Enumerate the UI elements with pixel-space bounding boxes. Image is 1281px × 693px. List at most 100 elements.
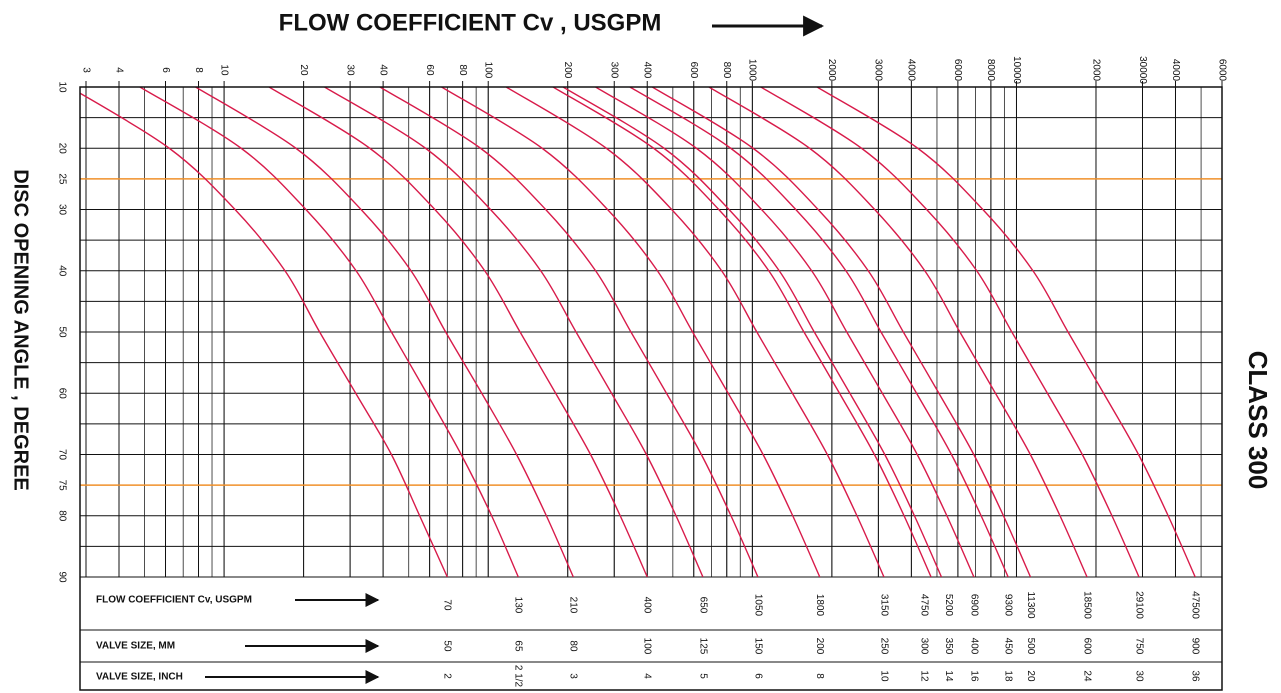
size-inch: 2 1/2 bbox=[513, 665, 524, 688]
cv-value: 70 bbox=[442, 599, 453, 611]
size-inch: 18 bbox=[1003, 670, 1014, 682]
size-inch: 2 bbox=[442, 673, 453, 679]
curve bbox=[505, 87, 885, 577]
frame bbox=[79, 86, 1223, 691]
x-tick-label: 2000 bbox=[1090, 59, 1101, 82]
x-tick-label: 2000 bbox=[826, 59, 837, 82]
y-tick-label: 70 bbox=[56, 449, 67, 461]
cv-value: 9300 bbox=[1003, 594, 1014, 617]
x-tick-label: 6000 bbox=[952, 59, 963, 82]
cv-value: 5200 bbox=[943, 594, 954, 617]
size-inch: 20 bbox=[1025, 670, 1036, 682]
x-tick-label: 30000 bbox=[1137, 56, 1148, 84]
size-mm: 125 bbox=[697, 638, 708, 655]
size-inch: 8 bbox=[814, 673, 825, 679]
x-tick-label: 6 bbox=[160, 67, 171, 73]
y-tick-label: 10 bbox=[56, 81, 67, 93]
y-tick-label: 60 bbox=[56, 388, 67, 400]
cv-value: 11300 bbox=[1025, 591, 1036, 619]
curve bbox=[629, 87, 1009, 577]
x-tick-label: 10000 bbox=[1011, 56, 1022, 84]
row-label: FLOW COEFFICIENT Cv, USGPM bbox=[96, 595, 252, 606]
size-inch: 10 bbox=[878, 670, 889, 682]
x-tick-label: 60 bbox=[424, 64, 435, 76]
x-tick-label: 8000 bbox=[985, 59, 996, 82]
size-mm: 250 bbox=[878, 638, 889, 655]
cv-value: 29100 bbox=[1133, 591, 1144, 619]
curve bbox=[816, 87, 1196, 577]
curve bbox=[324, 87, 704, 577]
x-tick-label: 6000 bbox=[1216, 59, 1227, 82]
curve bbox=[562, 87, 943, 577]
size-mm: 65 bbox=[513, 640, 524, 652]
labels: 3 4 6 8 10 20 30 40 60 80 100 200 300 400 600 800 1000 20… bbox=[56, 56, 1227, 687]
cv-value: 650 bbox=[697, 597, 708, 614]
y-tick-label: 75 bbox=[56, 480, 67, 492]
x-tick-label: 80 bbox=[457, 64, 468, 76]
size-mm: 150 bbox=[752, 638, 763, 655]
curve bbox=[595, 87, 975, 577]
curve bbox=[268, 87, 648, 577]
size-mm: 600 bbox=[1081, 638, 1092, 655]
x-tick-label: 8 bbox=[193, 67, 204, 73]
x-tick-label: 30 bbox=[344, 64, 355, 76]
curve bbox=[441, 87, 821, 577]
x-tick-label: 40 bbox=[377, 64, 388, 76]
x-tick-label: 4000 bbox=[906, 59, 917, 82]
size-mm: 200 bbox=[814, 638, 825, 655]
size-mm: 500 bbox=[1025, 638, 1036, 655]
curve bbox=[552, 87, 932, 577]
curve bbox=[651, 87, 1032, 577]
cv-value: 18500 bbox=[1081, 591, 1092, 619]
curve bbox=[139, 87, 519, 577]
curve bbox=[708, 87, 1088, 577]
size-mm: 750 bbox=[1133, 638, 1144, 655]
cv-value: 1800 bbox=[814, 594, 825, 617]
row-label: VALVE SIZE, INCH bbox=[96, 672, 183, 683]
cv-value: 3150 bbox=[878, 594, 889, 617]
row-label: VALVE SIZE, MM bbox=[96, 641, 175, 652]
cv-value: 6900 bbox=[968, 594, 979, 617]
cv-value: 4750 bbox=[918, 594, 929, 617]
cv-value: 1050 bbox=[752, 594, 763, 617]
y-tick-label: 80 bbox=[56, 510, 67, 522]
x-tick-label: 200 bbox=[562, 62, 573, 79]
cv-value: 400 bbox=[642, 597, 653, 614]
x-tick-label: 10 bbox=[218, 64, 229, 76]
size-mm: 450 bbox=[1003, 638, 1014, 655]
x-tick-label: 1000 bbox=[747, 59, 758, 82]
size-inch: 30 bbox=[1133, 670, 1144, 682]
curves bbox=[80, 87, 1196, 577]
size-mm: 80 bbox=[568, 640, 579, 652]
size-inch: 24 bbox=[1081, 670, 1092, 682]
cv-value: 210 bbox=[568, 597, 579, 614]
y-tick-label: 30 bbox=[56, 204, 67, 216]
side-label: CLASS 300 bbox=[1243, 351, 1273, 490]
size-mm: 350 bbox=[943, 638, 954, 655]
x-tick-label: 800 bbox=[721, 62, 732, 79]
size-inch: 12 bbox=[918, 670, 929, 682]
size-mm: 400 bbox=[968, 638, 979, 655]
y-tick-label: 90 bbox=[56, 571, 67, 583]
x-tick-label: 3 bbox=[80, 67, 91, 73]
size-inch: 5 bbox=[697, 673, 708, 679]
x-tick-label: 300 bbox=[609, 62, 620, 79]
x-tick-label: 100 bbox=[483, 62, 494, 79]
size-mm: 50 bbox=[442, 640, 453, 652]
size-inch: 16 bbox=[968, 670, 979, 682]
y-tick-label: 50 bbox=[56, 326, 67, 338]
size-inch: 3 bbox=[568, 673, 579, 679]
y-tick-label: 40 bbox=[56, 265, 67, 277]
x-tick-label: 20 bbox=[298, 64, 309, 76]
size-inch: 6 bbox=[752, 673, 763, 679]
y-axis-title: DISC OPENING ANGLE , DEGREE bbox=[10, 169, 32, 491]
y-tick-label: 20 bbox=[56, 143, 67, 155]
size-inch: 4 bbox=[642, 673, 653, 679]
x-tick-label: 4 bbox=[113, 67, 124, 73]
size-mm: 900 bbox=[1190, 638, 1201, 655]
cv-value: 47500 bbox=[1190, 591, 1201, 619]
x-tick-label: 600 bbox=[688, 62, 699, 79]
size-inch: 14 bbox=[943, 670, 954, 682]
x-tick-label: 3000 bbox=[873, 59, 884, 82]
